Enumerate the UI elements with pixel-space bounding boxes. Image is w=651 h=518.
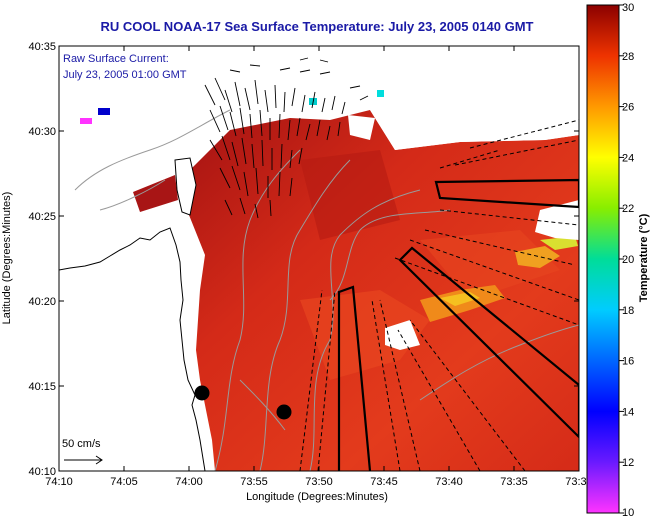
- y-tick-label: 40:10: [28, 466, 56, 478]
- x-axis-label: Longitude (Degrees:Minutes): [246, 491, 388, 503]
- colorbar-label: Temperature (°C): [638, 213, 650, 302]
- x-tick-label: 73:55: [240, 476, 268, 488]
- y-axis-label: Latitude (Degrees:Minutes): [1, 192, 13, 325]
- bathymetry-contours: [74, 109, 579, 471]
- transect-lines: [299, 119, 579, 471]
- x-tick-label: 73:45: [370, 476, 398, 488]
- y-tick-label: 40:30: [28, 126, 56, 138]
- x-tick-label: 73:30: [565, 476, 593, 488]
- current-date: July 23, 2005 01:00 GMT: [63, 69, 187, 81]
- y-tick-label: 40:25: [28, 211, 56, 223]
- colorbar: [586, 4, 620, 514]
- plot-area: Raw Surface Current: July 23, 2005 01:00…: [59, 46, 579, 471]
- station-marker: [276, 404, 292, 420]
- x-axis: 74:10 74:05 74:00 73:55 73:50 73:45 73:40 73:35…: [45, 46, 593, 488]
- colorbar-tick-label: 14: [622, 406, 634, 418]
- colorbar-tick-label: 28: [622, 51, 634, 63]
- x-tick-label: 73:40: [435, 476, 463, 488]
- x-tick-label: 74:05: [110, 476, 138, 488]
- y-axis: 40:35 40:30 40:25 40:20 40:15 40:10: [28, 41, 579, 478]
- y-tick-label: 40:15: [28, 381, 56, 393]
- y-tick-label: 40:20: [28, 296, 56, 308]
- colorbar-tick-label: 16: [622, 356, 634, 368]
- vector-scale-label: 50 cm/s: [62, 438, 101, 450]
- x-tick-label: 73:35: [500, 476, 528, 488]
- colorbar-ticks: 30 28 26 24 22 20 18 16 14 12 10: [619, 2, 634, 518]
- land-mask: [59, 46, 205, 471]
- colorbar-tick-label: 18: [622, 305, 634, 317]
- station-marker: [194, 385, 210, 401]
- chart-title: RU COOL NOAA-17 Sea Surface Temperature:…: [100, 19, 533, 34]
- coastline: [59, 227, 206, 471]
- x-tick-label: 74:10: [45, 476, 73, 488]
- x-tick-label: 74:00: [175, 476, 203, 488]
- current-label: Raw Surface Current:: [63, 53, 169, 65]
- current-vectors: [204, 57, 369, 219]
- x-tick-label: 73:50: [305, 476, 333, 488]
- colorbar-tick-label: 12: [622, 457, 634, 469]
- colorbar-tick-label: 26: [622, 102, 634, 114]
- colorbar-tick-label: 22: [622, 203, 634, 215]
- colorbar-tick-label: 24: [622, 152, 634, 164]
- colorbar-tick-label: 30: [622, 2, 634, 14]
- vector-scale-arrow: [64, 455, 103, 465]
- y-tick-label: 40:35: [28, 41, 56, 53]
- colorbar-tick-label: 20: [622, 254, 634, 266]
- colorbar-tick-label: 10: [622, 507, 634, 518]
